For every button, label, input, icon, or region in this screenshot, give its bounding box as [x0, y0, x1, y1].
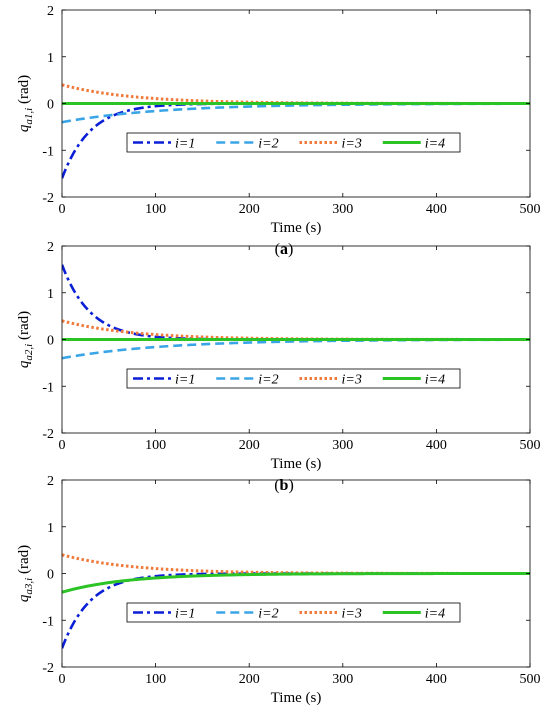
legend-entry-2: i=2 [258, 373, 278, 388]
panel-label: (a) [275, 241, 294, 258]
y-tick-label: 1 [47, 287, 54, 302]
x-tick-label: 0 [59, 202, 66, 217]
y-tick-label: 0 [47, 98, 54, 113]
x-tick-label: 500 [520, 672, 541, 687]
legend-entry-1: i=1 [175, 373, 195, 388]
panel-a: 0 100 200 300 400 500 -2 -1 0 1 2 Time (s) qa1,i (ra… [16, 4, 541, 258]
y-tick-label: -2 [42, 427, 54, 442]
legend-entry-2: i=2 [258, 137, 278, 152]
x-tick-label: 200 [239, 202, 260, 217]
panel-c: 0 100 200 300 400 500 -2 -1 0 1 2 Time (s) qa3,i (ra… [16, 474, 541, 712]
y-tick-label: -1 [42, 380, 54, 395]
y-tick-label: 2 [47, 240, 54, 255]
series-line-3 [62, 553, 530, 575]
y-tick-label: 2 [47, 474, 54, 489]
x-tick-label: 0 [59, 672, 66, 687]
legend: i=1 i=2 i=3 i=4 [126, 132, 461, 153]
series-line-2 [62, 102, 530, 124]
legend: i=1 i=2 i=3 i=4 [126, 602, 461, 623]
y-tick-label: 1 [47, 51, 54, 66]
x-tick-label: 0 [59, 438, 66, 453]
legend-entry-3: i=3 [342, 137, 362, 152]
legend-entry-1: i=1 [175, 137, 195, 152]
panel-label: (b) [274, 477, 294, 494]
y-tick-label: 0 [47, 334, 54, 349]
series-line-4 [62, 572, 530, 594]
x-tick-label: 100 [145, 672, 166, 687]
legend: i=1 i=2 i=3 i=4 [126, 368, 461, 389]
legend-entry-3: i=3 [342, 607, 362, 622]
y-tick-label: -2 [42, 191, 54, 206]
x-axis-label: Time (s) [271, 690, 322, 706]
x-tick-label: 100 [145, 202, 166, 217]
y-tick-label: -2 [42, 661, 54, 676]
x-axis-label: Time (s) [271, 456, 322, 472]
x-tick-label: 500 [520, 438, 541, 453]
series-line-3 [62, 83, 530, 105]
y-tick-label: -1 [42, 144, 54, 159]
x-tick-label: 400 [426, 202, 447, 217]
legend-entry-2: i=2 [258, 607, 278, 622]
x-tick-label: 200 [239, 438, 260, 453]
y-axis-label: qa1,i (rad) [16, 75, 35, 132]
series-line-3 [62, 319, 530, 341]
series-lines [62, 553, 530, 649]
legend-box [126, 368, 461, 389]
y-tick-label: -1 [42, 614, 54, 629]
series-lines [62, 83, 530, 179]
x-tick-label: 500 [520, 202, 541, 217]
legend-entry-4: i=4 [425, 373, 445, 388]
series-lines [62, 264, 530, 360]
series-line-2 [62, 338, 530, 360]
legend-entry-4: i=4 [425, 137, 445, 152]
legend-entry-3: i=3 [342, 373, 362, 388]
y-tick-label: 0 [47, 568, 54, 583]
y-axis-label: qa3,i (rad) [16, 545, 35, 602]
x-axis-label: Time (s) [271, 220, 322, 236]
legend-box [126, 132, 461, 153]
x-tick-label: 400 [426, 672, 447, 687]
legend-entry-1: i=1 [175, 607, 195, 622]
legend-box [126, 602, 461, 623]
x-tick-label: 300 [332, 438, 353, 453]
y-tick-label: 2 [47, 4, 54, 19]
series-line-1 [62, 264, 530, 341]
x-tick-label: 300 [332, 672, 353, 687]
panel-b: 0 100 200 300 400 500 -2 -1 0 1 2 Time (s) qa2,i (ra… [16, 240, 541, 494]
y-tick-label: 1 [47, 521, 54, 536]
x-tick-label: 400 [426, 438, 447, 453]
x-tick-label: 200 [239, 672, 260, 687]
x-tick-label: 100 [145, 438, 166, 453]
legend-entry-4: i=4 [425, 607, 445, 622]
y-axis-label: qa2,i (rad) [16, 311, 35, 368]
x-tick-label: 300 [332, 202, 353, 217]
series-line-2 [62, 572, 530, 594]
